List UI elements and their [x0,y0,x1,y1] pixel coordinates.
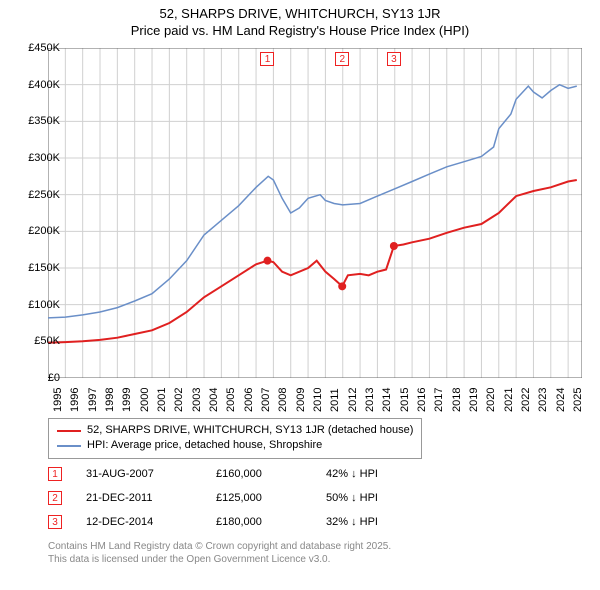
y-tick-label: £0 [10,372,60,384]
x-tick-label: 2007 [260,388,272,412]
x-tick-label: 2023 [537,388,549,412]
y-tick-label: £350K [10,115,60,127]
marker-price: £180,000 [216,516,326,528]
marker-row: 1 31-AUG-2007£160,00042% ↓ HPI [48,462,436,486]
marker-price: £160,000 [216,468,326,480]
legend-label: 52, SHARPS DRIVE, WHITCHURCH, SY13 1JR (… [87,423,413,438]
sale-point [390,242,398,250]
x-tick-label: 1995 [52,388,64,412]
chart-container: 52, SHARPS DRIVE, WHITCHURCH, SY13 1JR P… [0,0,600,590]
marker-badge: 3 [48,515,62,529]
chart-marker-badge: 2 [335,52,349,66]
sale-point [338,282,346,290]
y-tick-label: £250K [10,189,60,201]
y-tick-label: £50K [10,335,60,347]
legend: 52, SHARPS DRIVE, WHITCHURCH, SY13 1JR (… [48,418,422,459]
x-tick-label: 2011 [329,388,341,412]
chart-marker-badge: 3 [387,52,401,66]
x-tick-label: 1998 [104,388,116,412]
x-tick-label: 2003 [191,388,203,412]
footer-line1: Contains HM Land Registry data © Crown c… [48,540,391,553]
x-tick-label: 2004 [208,388,220,412]
x-tick-label: 2017 [433,388,445,412]
x-tick-label: 2002 [173,388,185,412]
x-tick-label: 2001 [156,388,168,412]
x-tick-label: 2022 [520,388,532,412]
x-tick-label: 2008 [277,388,289,412]
x-tick-label: 2016 [416,388,428,412]
title-block: 52, SHARPS DRIVE, WHITCHURCH, SY13 1JR P… [0,0,600,40]
y-tick-label: £200K [10,225,60,237]
marker-row: 2 21-DEC-2011£125,00050% ↓ HPI [48,486,436,510]
x-tick-label: 1996 [69,388,81,412]
footer: Contains HM Land Registry data © Crown c… [48,540,391,566]
x-tick-label: 2009 [295,388,307,412]
x-tick-label: 2018 [451,388,463,412]
legend-swatch [57,430,81,432]
y-tick-label: £400K [10,79,60,91]
legend-item: HPI: Average price, detached house, Shro… [57,438,413,453]
x-tick-label: 2025 [572,388,584,412]
marker-date: 12-DEC-2014 [86,516,216,528]
marker-row: 3 12-DEC-2014£180,00032% ↓ HPI [48,510,436,534]
x-tick-label: 2020 [485,388,497,412]
y-tick-label: £450K [10,42,60,54]
x-tick-label: 2000 [139,388,151,412]
x-tick-label: 2021 [503,388,515,412]
x-tick-label: 2019 [468,388,480,412]
chart-subtitle: Price paid vs. HM Land Registry's House … [0,23,600,40]
x-tick-label: 2005 [225,388,237,412]
legend-label: HPI: Average price, detached house, Shro… [87,438,322,453]
y-tick-label: £150K [10,262,60,274]
marker-diff: 32% ↓ HPI [326,516,436,528]
marker-table: 1 31-AUG-2007£160,00042% ↓ HPI 2 21-DEC-201… [48,462,436,534]
x-tick-label: 2014 [381,388,393,412]
marker-diff: 42% ↓ HPI [326,468,436,480]
y-tick-label: £300K [10,152,60,164]
x-tick-label: 2024 [555,388,567,412]
x-tick-label: 1997 [87,388,99,412]
x-tick-label: 2012 [347,388,359,412]
x-tick-label: 1999 [121,388,133,412]
chart-svg [48,48,582,378]
marker-date: 31-AUG-2007 [86,468,216,480]
x-tick-label: 2006 [243,388,255,412]
chart-title: 52, SHARPS DRIVE, WHITCHURCH, SY13 1JR [0,6,600,23]
marker-badge: 2 [48,491,62,505]
legend-item: 52, SHARPS DRIVE, WHITCHURCH, SY13 1JR (… [57,423,413,438]
marker-date: 21-DEC-2011 [86,492,216,504]
footer-line2: This data is licensed under the Open Gov… [48,553,391,566]
chart-marker-badge: 1 [260,52,274,66]
marker-price: £125,000 [216,492,326,504]
y-tick-label: £100K [10,299,60,311]
legend-swatch [57,445,81,447]
chart-area [48,48,582,378]
marker-diff: 50% ↓ HPI [326,492,436,504]
series-property [48,180,577,343]
marker-badge: 1 [48,467,62,481]
x-tick-label: 2010 [312,388,324,412]
series-hpi [48,85,577,318]
sale-point [263,257,271,265]
x-tick-label: 2013 [364,388,376,412]
x-tick-label: 2015 [399,388,411,412]
